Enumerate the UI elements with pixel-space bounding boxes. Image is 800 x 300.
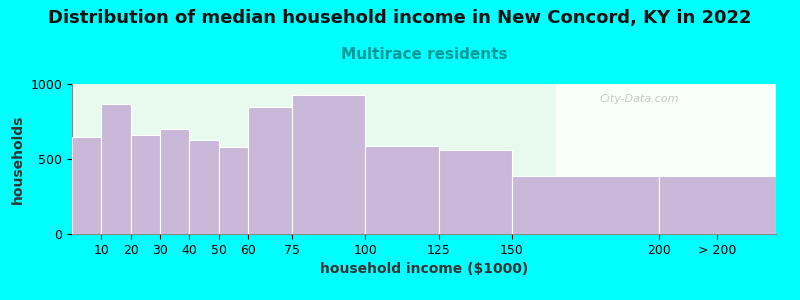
Bar [556,84,776,234]
Bar [72,136,102,234]
Bar [438,150,512,234]
Bar [72,84,556,234]
Bar [658,176,776,234]
Bar [218,147,248,234]
Title: Multirace residents: Multirace residents [341,47,507,62]
Bar [512,176,658,234]
Bar [160,129,190,234]
Text: City-Data.com: City-Data.com [600,94,679,104]
Bar [190,140,218,234]
Bar [248,106,292,234]
Text: Distribution of median household income in New Concord, KY in 2022: Distribution of median household income … [48,9,752,27]
Y-axis label: households: households [11,114,25,204]
Bar [102,103,130,234]
Bar [366,146,438,234]
Bar [130,135,160,234]
X-axis label: household income ($1000): household income ($1000) [320,262,528,276]
Bar [292,94,366,234]
